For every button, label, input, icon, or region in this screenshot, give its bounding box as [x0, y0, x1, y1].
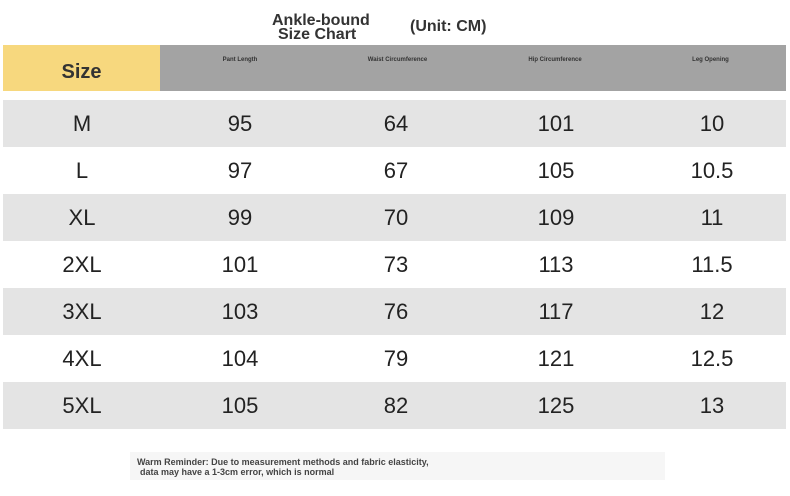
row-background	[3, 100, 786, 147]
value-cell: 125	[537, 392, 575, 418]
value-cell: 12	[699, 298, 725, 324]
unit: (Unit: CM)	[410, 18, 487, 35]
row-background	[3, 335, 786, 382]
value-cell: 10	[699, 110, 725, 136]
value-cell: 11	[700, 204, 724, 230]
value-cell: 105	[537, 157, 575, 183]
value-cell: 101	[537, 110, 575, 136]
value-cell: 99	[227, 204, 253, 230]
value-cell: 101	[221, 251, 259, 277]
title-line: Ankle-bound	[272, 12, 370, 29]
row-background	[3, 288, 786, 335]
size-cell: XL	[68, 204, 96, 230]
column-header: Size	[3, 45, 160, 91]
value-cell: 82	[383, 392, 409, 418]
value-cell: 121	[537, 345, 575, 371]
value-cell: 76	[383, 298, 409, 324]
value-cell: 73	[383, 251, 409, 277]
column-header: Waist Circumference	[320, 45, 475, 91]
value-cell: 12.5	[690, 345, 734, 371]
value-cell: 79	[383, 345, 409, 371]
size-cell: 5XL	[62, 392, 102, 418]
value-cell: 103	[221, 298, 259, 324]
title: Ankle-bound Size Chart	[272, 12, 370, 43]
row-background	[3, 147, 786, 194]
column-header: Pant Length	[160, 45, 320, 91]
value-cell: 113	[538, 251, 574, 277]
value-cell: 109	[537, 204, 575, 230]
size-cell: M	[72, 110, 92, 136]
value-cell: 95	[227, 110, 253, 136]
row-background	[3, 382, 786, 429]
value-cell: 70	[383, 204, 409, 230]
footer-line: Warm Reminder: Due to measurement method…	[137, 457, 429, 467]
row-background	[3, 194, 786, 241]
footer-line: data may have a 1-3cm error, which is no…	[140, 467, 335, 477]
size-cell: 2XL	[62, 251, 102, 277]
size-cell: 3XL	[62, 298, 102, 324]
value-cell: 13	[699, 392, 725, 418]
value-cell: 104	[221, 345, 259, 371]
column-header: Leg Opening	[635, 45, 786, 91]
value-cell: 67	[383, 157, 409, 183]
size-cell: 4XL	[62, 345, 102, 371]
column-header: Hip Circumference	[475, 45, 635, 91]
title-line: Size Chart	[278, 26, 357, 43]
value-cell: 10.5	[690, 157, 734, 183]
size-cell: L	[75, 157, 89, 183]
row-background	[3, 241, 786, 288]
value-cell: 105	[221, 392, 259, 418]
value-cell: 64	[383, 110, 409, 136]
footer-note: Warm Reminder: Due to measurement method…	[130, 452, 665, 480]
value-cell: 11.5	[691, 251, 733, 277]
value-cell: 117	[538, 298, 574, 324]
value-cell: 97	[227, 157, 253, 183]
